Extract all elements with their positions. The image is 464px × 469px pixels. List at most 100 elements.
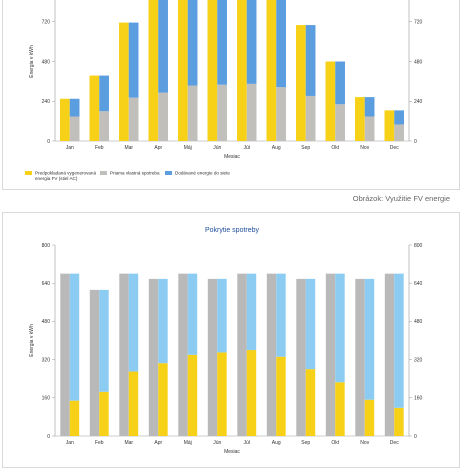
legend-label-generated-line2: energia FV (stiel AC) [35, 176, 78, 181]
bar-pv-coverage-nov [364, 399, 375, 436]
x-tick-label-dec: Dec [390, 440, 399, 446]
x-tick-label-mar: Mar [124, 440, 133, 446]
y-tick-label: 480 [42, 59, 51, 65]
bar-grid-coverage-sep [305, 278, 316, 370]
x-tick-label-mar: Mar [124, 145, 133, 151]
monthly-energy-chart: 0 240 480 720 0 240 480 720 Jan Feb Mar Apr Máj Jún Jú… [25, 0, 423, 181]
bar-generated-sep [296, 25, 306, 141]
bar-self-consumption-okt [335, 104, 345, 141]
bar-self-consumption-maj [187, 85, 198, 141]
x-tick-label-jan: Jan [66, 145, 74, 151]
x-tick-label-jun: Jún [213, 145, 221, 151]
y2-tick-label: 160 [414, 396, 423, 402]
chart-title: Pokrytie spotreby [205, 227, 260, 234]
y-tick-label: 720 [42, 20, 51, 26]
y-tick-label: 480 [42, 319, 51, 325]
bar-pv-coverage-mar [128, 371, 139, 436]
bar-generated-maj [178, 0, 188, 141]
bar-grid-feed-sep [305, 25, 316, 96]
bar-consumption-sep [296, 278, 306, 436]
legend-label-generated-line1: Predpokladaná vygenerovaná [35, 171, 96, 176]
bar-consumption-dec [384, 273, 395, 436]
bar-grid-feed-aug [276, 0, 286, 88]
bar-self-consumption-dec [394, 124, 404, 141]
bar-pv-coverage-feb [99, 391, 109, 436]
x-tick-label-feb: Feb [95, 440, 104, 446]
bar-grid-coverage-jun [217, 278, 227, 353]
bar-consumption-aug [266, 273, 277, 436]
bar-generated-jul [237, 0, 247, 141]
y2-tick-label: 800 [414, 243, 423, 249]
x-tick-label-aug: Aug [272, 440, 281, 446]
y-axis-label: Energia v kWh [29, 45, 35, 78]
monthly-energy-chart-panel: 0 240 480 720 0 240 480 720 Jan Feb Mar Apr Máj Jún Jú… [2, 0, 460, 190]
y2-tick-label: 480 [414, 59, 423, 65]
x-tick-label-jun: Jún [213, 440, 221, 446]
bar-consumption-okt [325, 273, 336, 436]
bar-pv-coverage-jul [246, 350, 257, 436]
bar-grid-coverage-dec [394, 273, 404, 408]
y2-tick-label: 720 [414, 20, 423, 26]
bar-grid-feed-jul [246, 0, 257, 84]
bar-grid-feed-okt [335, 61, 345, 105]
legend-label-grid-feed: Dodávané energie do siete [175, 171, 230, 176]
x-tick-label-aug: Aug [272, 145, 281, 151]
x-tick-label-jan: Jan [66, 440, 74, 446]
bar-generated-aug [266, 0, 277, 141]
bar-consumption-feb [89, 289, 100, 436]
bar-self-consumption-nov [364, 116, 375, 141]
bar-grid-feed-mar [128, 22, 139, 98]
x-tick-label-sep: Sep [301, 145, 310, 151]
bar-grid-coverage-aug [276, 273, 286, 357]
bar-grid-coverage-feb [99, 289, 109, 392]
bar-self-consumption-jun [217, 84, 227, 141]
bar-generated-feb [89, 75, 100, 141]
x-tick-label-maj: Máj [184, 145, 192, 151]
y-tick-label: 0 [47, 139, 50, 145]
bar-self-consumption-aug [276, 87, 286, 141]
x-tick-label-jul: Júl [244, 145, 250, 151]
bar-consumption-maj [178, 273, 188, 436]
bar-grid-feed-feb [99, 75, 109, 112]
bar-generated-dec [384, 110, 395, 141]
bar-grid-feed-maj [187, 0, 198, 86]
bar-pv-coverage-maj [187, 354, 198, 436]
bar-consumption-jul [237, 273, 247, 436]
y2-tick-label: 240 [414, 99, 423, 105]
bar-consumption-apr [148, 278, 159, 436]
bar-grid-feed-dec [394, 110, 404, 125]
bar-consumption-nov [355, 278, 365, 436]
bar-grid-coverage-nov [364, 278, 375, 400]
consumption-coverage-chart: Pokrytie spotreby 0 160 320 480 640 800 0 160 320… [29, 227, 423, 455]
x-tick-label-apr: Apr [154, 440, 162, 446]
bar-pv-coverage-dec [394, 407, 404, 436]
y-tick-label: 320 [42, 357, 51, 363]
bar-pv-coverage-apr [158, 363, 168, 436]
y-tick-label: 640 [42, 281, 51, 287]
x-tick-label-sep: Sep [301, 440, 310, 446]
bar-pv-coverage-okt [335, 382, 345, 436]
bar-generated-apr [148, 0, 159, 141]
bar-generated-jun [207, 0, 218, 141]
bar-grid-coverage-mar [128, 273, 139, 372]
bar-self-consumption-sep [305, 95, 316, 141]
x-axis-label: Mesiac [224, 449, 240, 455]
legend-label-self-consumption: Priama vlastná spotreba [110, 171, 160, 176]
bar-generated-nov [355, 97, 365, 141]
y-tick-label: 0 [47, 434, 50, 440]
bar-pv-coverage-jun [217, 352, 227, 436]
bar-pv-coverage-aug [276, 356, 286, 436]
bar-grid-feed-apr [158, 0, 168, 93]
x-tick-label-apr: Apr [154, 145, 162, 151]
x-axis-label: Mesiac [224, 154, 240, 160]
bar-consumption-jan [60, 273, 70, 436]
bar-self-consumption-jul [246, 83, 257, 141]
x-tick-label-jul: Júl [244, 440, 250, 446]
x-tick-label-okt: Okt [331, 145, 339, 151]
y-tick-label: 800 [42, 243, 51, 249]
y2-tick-label: 320 [414, 357, 423, 363]
legend-swatch-self-consumption [100, 171, 107, 175]
bar-grid-coverage-maj [187, 273, 198, 355]
x-tick-label-dec: Dec [390, 145, 399, 151]
y-tick-label: 160 [42, 396, 51, 402]
